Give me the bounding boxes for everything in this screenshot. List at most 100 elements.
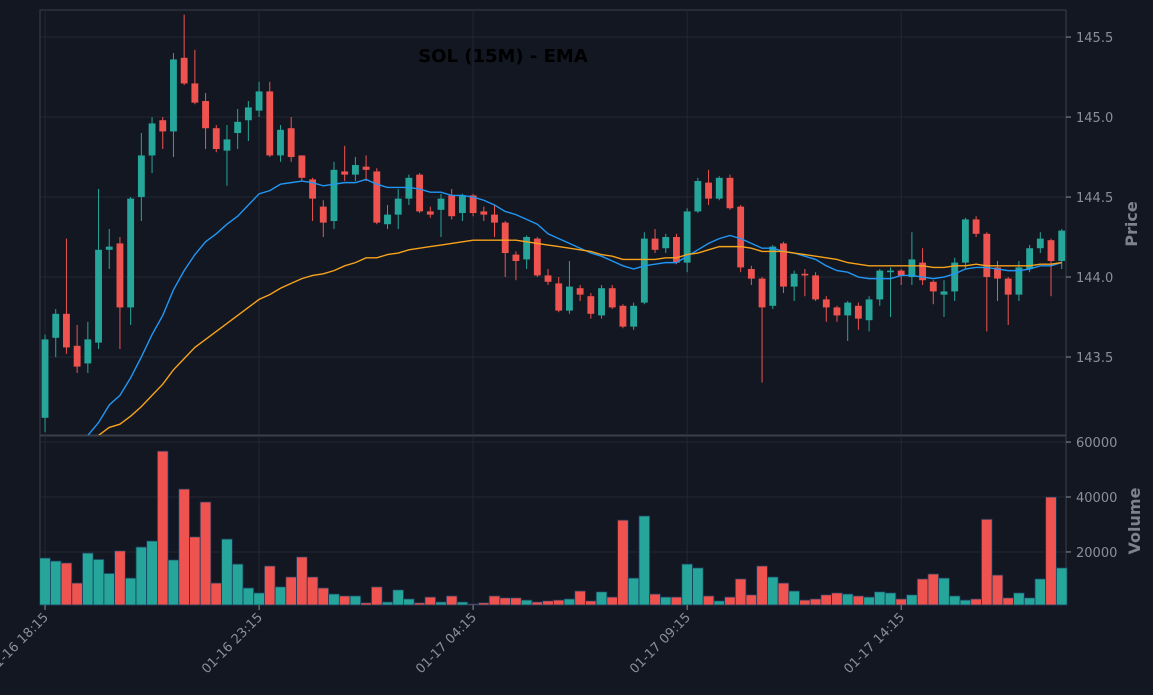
- volume-bar: [60, 562, 73, 606]
- candle-body: [598, 288, 605, 316]
- y-tick-label: 145.5: [1076, 31, 1113, 46]
- volume-bar: [510, 597, 522, 606]
- volume-bar: [649, 593, 661, 606]
- volume-bar: [210, 582, 223, 606]
- y-tick-label: 144.0: [1076, 271, 1113, 286]
- volume-bar: [317, 587, 330, 606]
- volume-bar: [777, 582, 790, 606]
- candle-body: [833, 307, 841, 316]
- volume-bar: [681, 563, 693, 606]
- candle-body: [651, 238, 659, 250]
- candle-body: [491, 214, 498, 223]
- candle-body: [127, 198, 135, 308]
- volume-bar: [659, 596, 672, 606]
- volume-bar: [692, 567, 704, 606]
- candle-body: [73, 345, 81, 367]
- chart-title: SOL (15M) - EMA: [418, 46, 588, 67]
- candle-body: [929, 281, 937, 292]
- candle-body: [223, 139, 231, 151]
- volume-bar: [306, 576, 319, 606]
- candle-body: [416, 174, 424, 212]
- volume-bar: [1002, 597, 1014, 606]
- volume-bar: [595, 591, 608, 606]
- candle-body: [972, 219, 980, 234]
- volume-bar: [970, 598, 982, 606]
- candle-body: [694, 181, 702, 212]
- volume-bar: [520, 599, 533, 606]
- volume-bar: [767, 576, 779, 606]
- candle-body: [662, 237, 670, 249]
- y-tick-label: 144.5: [1076, 191, 1113, 206]
- volume-bar: [157, 450, 169, 606]
- volume-bar: [264, 565, 276, 606]
- candle-body: [255, 91, 263, 111]
- x-tick-label: 01-17 04:15: [413, 610, 480, 677]
- candle-body: [523, 237, 531, 260]
- volume-bar: [285, 576, 297, 606]
- candle-body: [362, 166, 370, 170]
- volume-bar: [831, 592, 843, 606]
- volume-bar: [627, 577, 640, 606]
- ema-line: [87, 178, 1062, 435]
- candle-body: [170, 59, 177, 132]
- volume-bar: [927, 573, 940, 606]
- candle-body: [619, 305, 627, 327]
- candle-body: [705, 182, 712, 199]
- volume-bar: [253, 592, 265, 606]
- volume-bar: [221, 538, 233, 606]
- candle-body: [1036, 238, 1044, 249]
- volume-bar: [895, 598, 907, 606]
- volume-bar: [82, 552, 94, 606]
- volume-bar: [135, 546, 148, 606]
- candle-body: [234, 121, 242, 134]
- candle-body: [1004, 278, 1012, 295]
- candle-body: [822, 299, 830, 308]
- candle-body: [566, 286, 573, 311]
- candle-body: [244, 107, 252, 121]
- candle-body: [63, 313, 70, 348]
- candle-body: [854, 305, 862, 319]
- candle-body: [908, 259, 916, 278]
- candle-body: [212, 128, 220, 150]
- candle-body: [961, 219, 969, 263]
- volume-bar: [349, 595, 362, 606]
- volume-bar: [724, 596, 736, 606]
- candle-body: [351, 165, 359, 175]
- candle-body: [951, 262, 959, 292]
- volume-bar: [1023, 597, 1036, 606]
- volume-bar: [424, 596, 437, 606]
- candle-body: [865, 299, 873, 321]
- candle-body: [202, 101, 209, 129]
- y-tick-label: 20000: [1076, 546, 1117, 561]
- volume-bar: [1045, 496, 1057, 606]
- volume-bar: [959, 599, 972, 606]
- candle-body: [287, 128, 295, 158]
- volume-bar: [981, 518, 993, 606]
- candle-body: [469, 195, 477, 214]
- volume-bar: [146, 540, 158, 606]
- candle-body: [277, 129, 284, 156]
- volume-bar: [242, 587, 255, 606]
- volume-bar: [296, 556, 308, 606]
- volume-bar: [574, 590, 586, 606]
- volume-bar: [841, 593, 854, 606]
- volume-bar: [39, 557, 51, 606]
- volume-bar: [948, 595, 961, 606]
- x-tick-label: 01-17 09:15: [627, 610, 694, 677]
- candle-body: [844, 302, 852, 316]
- volume-bar: [542, 600, 554, 606]
- volume-bar: [1055, 567, 1068, 606]
- candle-body: [640, 238, 648, 303]
- volume-bar: [328, 593, 340, 606]
- volume-bar: [403, 598, 415, 606]
- candle-body: [437, 198, 445, 210]
- volume-bar: [745, 594, 758, 606]
- volume-bar: [863, 596, 875, 606]
- volume-bar: [991, 574, 1004, 606]
- candle-body: [298, 155, 306, 178]
- volume-bar: [884, 592, 897, 606]
- candle-body: [983, 233, 991, 278]
- candle-body: [458, 195, 466, 214]
- volume-bar: [199, 501, 212, 606]
